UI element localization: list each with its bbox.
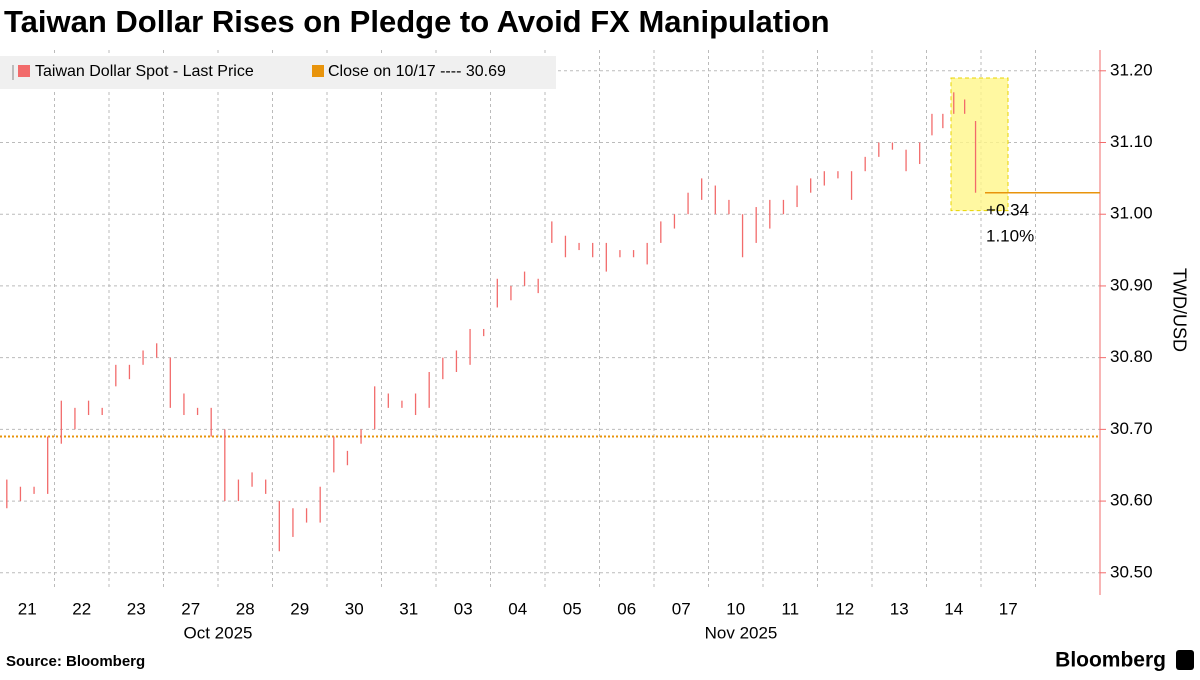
x-tick-label: 31 xyxy=(399,599,418,618)
chart-title: Taiwan Dollar Rises on Pledge to Avoid F… xyxy=(4,4,830,39)
x-tick-label: 21 xyxy=(18,599,37,618)
legend-swatch xyxy=(312,65,324,77)
month-label: Nov 2025 xyxy=(705,623,778,642)
source: Source: Bloomberg xyxy=(6,653,145,670)
brand-icon xyxy=(1176,650,1194,670)
x-tick-label: 29 xyxy=(290,599,309,618)
y-axis-label: TWD/USD xyxy=(1169,268,1189,352)
legend-label: Close on 10/17 ---- 30.69 xyxy=(328,63,506,80)
y-tick-label: 31.20 xyxy=(1110,60,1153,79)
y-tick-label: 30.70 xyxy=(1110,419,1153,438)
brand: Bloomberg xyxy=(1055,649,1166,672)
x-tick-label: 06 xyxy=(617,599,636,618)
x-tick-label: 23 xyxy=(127,599,146,618)
x-tick-label: 17 xyxy=(999,599,1018,618)
annotation: +0.34 xyxy=(986,200,1029,219)
x-tick-label: 11 xyxy=(781,599,799,618)
x-tick-label: 30 xyxy=(345,599,364,618)
x-tick-label: 22 xyxy=(72,599,91,618)
x-tick-label: 04 xyxy=(508,599,527,618)
x-tick-label: 13 xyxy=(890,599,909,618)
y-tick-label: 30.80 xyxy=(1110,347,1153,366)
x-tick-label: 12 xyxy=(835,599,854,618)
x-tick-label: 05 xyxy=(563,599,582,618)
x-tick-label: 27 xyxy=(181,599,200,618)
x-tick-label: 28 xyxy=(236,599,255,618)
month-label: Oct 2025 xyxy=(184,623,253,642)
y-tick-label: 30.90 xyxy=(1110,275,1153,294)
x-tick-label: 14 xyxy=(944,599,963,618)
legend-swatch xyxy=(18,65,30,77)
annotation: 1.10% xyxy=(986,226,1034,245)
y-tick-label: 30.60 xyxy=(1110,491,1153,510)
y-tick-label: 30.50 xyxy=(1110,562,1153,581)
legend-bg xyxy=(0,56,556,89)
x-tick-label: 07 xyxy=(672,599,691,618)
y-tick-label: 31.00 xyxy=(1110,204,1153,223)
x-tick-label: 03 xyxy=(454,599,473,618)
highlight-box xyxy=(950,77,1009,212)
x-tick-label: 10 xyxy=(726,599,745,618)
y-tick-label: 31.10 xyxy=(1110,132,1153,151)
legend-label: Taiwan Dollar Spot - Last Price xyxy=(35,63,254,80)
